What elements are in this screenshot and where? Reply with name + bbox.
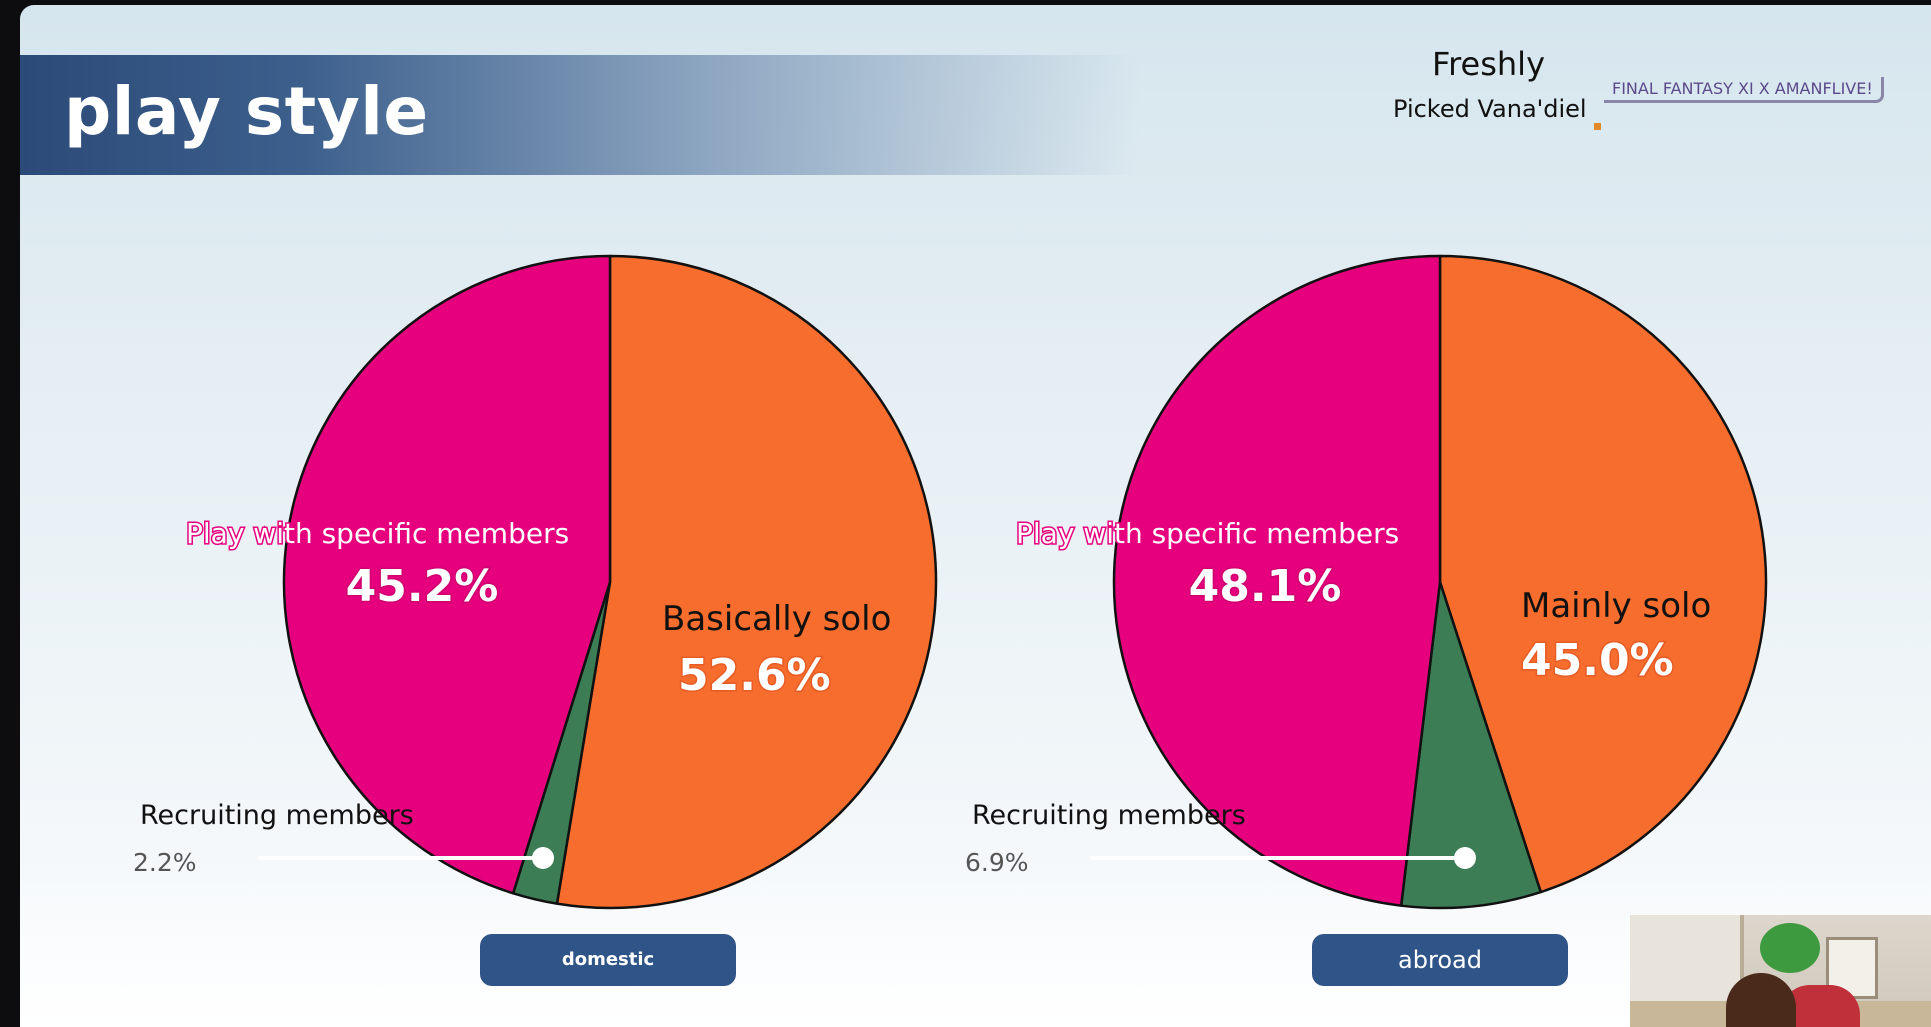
slice-percent-specific-members: 45.2% xyxy=(346,561,499,612)
logo-text: FINAL FANTASY XI X AMANFLIVE! xyxy=(1604,77,1884,103)
brand-line-2: Picked Vana'diel xyxy=(1393,95,1587,123)
slice-label-solo: Mainly solo xyxy=(1521,586,1711,626)
cam-plant xyxy=(1760,923,1820,973)
callout-dot xyxy=(1454,847,1476,869)
slice-percent-solo: 52.6% xyxy=(678,650,831,701)
slide: play style Freshly Picked Vana'diel FINA… xyxy=(20,5,1931,1027)
slice-label-specific-members: Play with specific members xyxy=(186,517,569,550)
brand-line-1: Freshly xyxy=(1432,45,1545,83)
domestic-button[interactable]: domestic xyxy=(480,934,736,986)
slice-label-recruiting-members: Recruiting members xyxy=(972,800,1246,831)
page-title: play style xyxy=(64,73,429,150)
pie-slice-play-with-specific-members xyxy=(282,254,612,895)
callout-dot xyxy=(532,847,554,869)
slice-percent-recruiting-members: 6.9% xyxy=(965,848,1029,877)
slice-label-specific-members: Play with specific members xyxy=(1016,517,1399,550)
slice-percent-specific-members: 48.1% xyxy=(1189,561,1342,612)
pie-chart-abroad: Mainly solo 45.0% Play with specific membe… xyxy=(965,254,1768,910)
pie-slice-mainly-solo xyxy=(1438,254,1768,894)
slice-percent-recruiting-members: 2.2% xyxy=(133,848,197,877)
pie-slice-basically-solo xyxy=(555,254,938,910)
abroad-button[interactable]: abroad xyxy=(1312,934,1568,986)
pie-chart-domestic: Basically solo 52.6% Play with specific me… xyxy=(133,254,938,910)
pie-slice-recruiting-members xyxy=(1399,580,1542,910)
slice-label-recruiting-members: Recruiting members xyxy=(140,800,414,831)
slice-percent-solo: 45.0% xyxy=(1521,635,1674,686)
logo-mark-icon xyxy=(1594,123,1601,130)
webcam-overlay xyxy=(1630,915,1931,1027)
cam-person-head xyxy=(1726,973,1796,1027)
title-band: play style xyxy=(20,55,1140,175)
slice-label-solo: Basically solo xyxy=(662,599,891,639)
pie-charts: Basically solo 52.6% Play with specific me… xyxy=(133,254,1768,910)
